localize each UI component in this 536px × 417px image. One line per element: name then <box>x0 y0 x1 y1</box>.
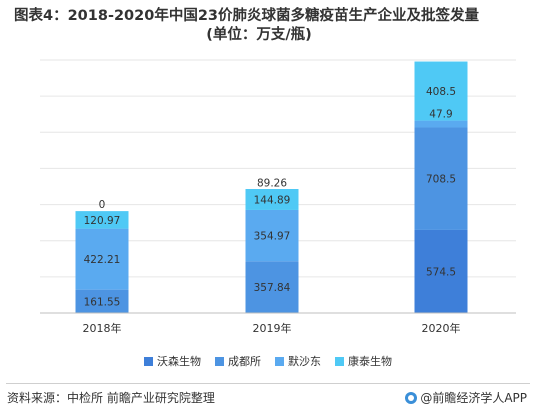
data-label: 0 <box>99 199 106 211</box>
data-labels: 161.55 422.21 120.97 0 357.84 354.97 144.89 89.… <box>84 86 456 308</box>
legend-swatch <box>144 356 153 366</box>
footer-divider <box>6 383 530 384</box>
bar-segment <box>75 211 129 229</box>
legend-label: 沃森生物 <box>157 355 201 368</box>
bar-segment <box>414 61 468 121</box>
chart-title: 图表4：2018-2020年中国23价肺炎球菌多糖疫苗生产企业及批签发量 (单位… <box>14 7 524 45</box>
source-note: 资料来源：中检所 前瞻产业研究院整理 <box>7 391 215 405</box>
x-axis: 2018年 2019年 2020年 <box>40 312 516 335</box>
x-tick-label: 2020年 <box>422 321 461 335</box>
data-label: 357.84 <box>254 282 291 294</box>
bars <box>75 61 468 313</box>
data-label: 574.5 <box>426 266 456 278</box>
bar-segment <box>414 120 468 128</box>
bar-segment <box>414 127 468 230</box>
brand-label: @前瞻经济学人APP <box>420 391 527 405</box>
x-tick-label: 2018年 <box>83 321 122 335</box>
bar-segment <box>245 189 299 210</box>
legend-swatch <box>275 356 284 366</box>
data-label: 120.97 <box>84 215 121 227</box>
data-label: 144.89 <box>254 194 291 206</box>
legend-item: 成都所 <box>215 353 261 369</box>
legend: 沃森生物 成都所 默沙东 康泰生物 <box>0 353 536 369</box>
bar-segment <box>75 289 129 313</box>
data-label: 47.9 <box>429 109 452 121</box>
x-tick-label: 2019年 <box>253 321 292 335</box>
bar-segment <box>414 229 468 313</box>
bar-segment <box>245 261 299 313</box>
brand-logo-icon <box>405 391 418 404</box>
legend-item: 默沙东 <box>275 353 321 369</box>
legend-label: 康泰生物 <box>348 355 392 368</box>
data-label: 408.5 <box>426 86 456 98</box>
bar-segment <box>75 228 129 290</box>
legend-label: 成都所 <box>228 355 261 368</box>
legend-item: 康泰生物 <box>335 353 392 369</box>
legend-swatch <box>215 356 224 366</box>
chart-title-line2: (单位：万支/瓶) <box>206 27 312 43</box>
legend-item: 沃森生物 <box>144 353 201 369</box>
data-label: 89.26 <box>257 178 287 190</box>
brand-credit: @前瞻经济学人APP <box>405 389 527 406</box>
legend-label: 默沙东 <box>288 355 321 368</box>
data-label: 708.5 <box>426 174 456 186</box>
data-label: 161.55 <box>84 296 121 308</box>
data-label: 422.21 <box>84 254 121 266</box>
bar-segment <box>245 209 299 262</box>
data-label: 354.97 <box>254 231 291 243</box>
legend-swatch <box>335 356 344 366</box>
chart-title-line1: 图表4：2018-2020年中国23价肺炎球菌多糖疫苗生产企业及批签发量 <box>14 8 479 24</box>
